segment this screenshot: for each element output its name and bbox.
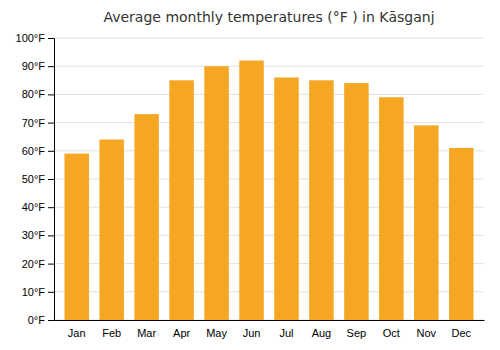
tick-label: 0°F xyxy=(28,314,46,326)
tick-label: Dec xyxy=(451,327,471,339)
bar xyxy=(414,125,438,320)
tick-label: Feb xyxy=(102,327,121,339)
tick: 20°F xyxy=(22,258,54,270)
tick-mark xyxy=(48,235,54,236)
grid-line xyxy=(54,94,484,95)
bar xyxy=(274,77,298,320)
tick-label: Apr xyxy=(173,327,190,339)
tick: 60°F xyxy=(22,145,54,157)
tick: Nov xyxy=(417,327,437,339)
tick-mark xyxy=(48,179,54,180)
tick-label: Nov xyxy=(417,327,437,339)
tick: Mar xyxy=(137,327,156,339)
tick: 10°F xyxy=(22,286,54,298)
bar xyxy=(239,61,263,320)
tick: 100°F xyxy=(16,32,54,44)
tick-label: Jul xyxy=(279,327,293,339)
tick-mark xyxy=(48,264,54,265)
bar xyxy=(64,154,88,320)
tick-mark xyxy=(48,292,54,293)
bar xyxy=(449,148,473,320)
axis-line xyxy=(48,39,55,321)
tick: Jun xyxy=(243,327,261,339)
tick: 30°F xyxy=(22,229,54,241)
tick: 0°F xyxy=(28,314,54,326)
bar xyxy=(204,66,228,320)
plot: 0°F 10°F 20°F 30°F 40°F 50°F 60°F 70°F 80°F 90°F 1… xyxy=(16,32,485,339)
tick: 40°F xyxy=(22,201,54,213)
tick: May xyxy=(206,327,227,339)
tick: Dec xyxy=(451,327,471,339)
tick-label: Jan xyxy=(68,327,86,339)
bar xyxy=(379,97,403,320)
tick-label: 80°F xyxy=(22,88,46,100)
tick-mark xyxy=(48,207,54,208)
bar xyxy=(169,80,193,320)
tick: 90°F xyxy=(22,60,54,72)
tick: Feb xyxy=(102,327,121,339)
tick: Apr xyxy=(173,327,190,339)
axis-line xyxy=(55,320,485,321)
tick-mark xyxy=(48,320,54,321)
grid-line xyxy=(54,38,484,39)
grid xyxy=(54,38,484,320)
tick-label: 70°F xyxy=(22,117,46,129)
tick: Oct xyxy=(383,327,400,339)
bar xyxy=(99,140,123,320)
y-axis: 0°F 10°F 20°F 30°F 40°F 50°F 60°F 70°F 80°F 90°F 1… xyxy=(16,32,55,326)
chart: 0°F 10°F 20°F 30°F 40°F 50°F 60°F 70°F 80°F 90°F 1… xyxy=(0,0,500,350)
grid-line xyxy=(54,122,484,123)
tick-label: 90°F xyxy=(22,60,46,72)
tick-label: 30°F xyxy=(22,229,46,241)
tick-label: Aug xyxy=(312,327,332,339)
tick: Sep xyxy=(347,327,367,339)
bar xyxy=(134,114,158,320)
tick-label: Sep xyxy=(347,327,367,339)
tick-label: 100°F xyxy=(16,32,46,44)
tick-mark xyxy=(48,151,54,152)
tick-mark xyxy=(48,94,54,95)
tick: Jan xyxy=(68,327,86,339)
tick: 80°F xyxy=(22,88,54,100)
tick-label: 20°F xyxy=(22,258,46,270)
bars xyxy=(64,61,473,320)
tick-mark xyxy=(48,38,54,39)
tick-label: 10°F xyxy=(22,286,46,298)
tick-label: 40°F xyxy=(22,201,46,213)
tick: Aug xyxy=(312,327,332,339)
tick: 70°F xyxy=(22,117,54,129)
tick-label: Mar xyxy=(137,327,156,339)
tick: 50°F xyxy=(22,173,54,185)
tick-label: 50°F xyxy=(22,173,46,185)
tick-label: May xyxy=(206,327,227,339)
x-axis: Jan Feb Mar Apr May Jun Jul Aug Sep Oct Nov Dec xyxy=(55,321,485,339)
bar xyxy=(344,83,368,320)
bar xyxy=(309,80,333,320)
tick-mark xyxy=(48,123,54,124)
title: Average monthly temperatures (°F ) in Kā… xyxy=(103,9,434,25)
tick-label: 60°F xyxy=(22,145,46,157)
tick-label: Oct xyxy=(383,327,400,339)
tick-label: Jun xyxy=(243,327,261,339)
grid-line xyxy=(54,66,484,67)
tick: Jul xyxy=(279,327,293,339)
tick-mark xyxy=(48,66,54,67)
